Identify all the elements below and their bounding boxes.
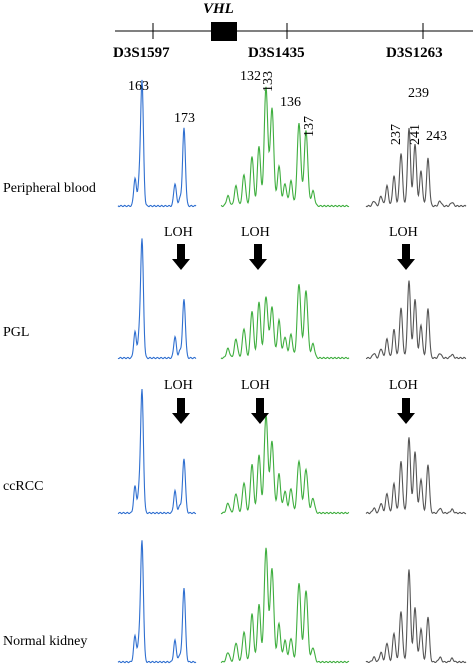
trace-ccrcc-d3s1435 — [220, 414, 350, 515]
peak-label-136: 136 — [280, 95, 301, 110]
marker-title-d3s1263: D3S1263 — [386, 45, 443, 61]
marker-title-d3s1435: D3S1435 — [248, 45, 305, 61]
loh-label-pgl-d3s1597: LOH — [164, 225, 193, 240]
loh-arrow-ccrcc-d3s1263 — [397, 398, 415, 424]
peak-label-241: 241 — [408, 124, 423, 145]
trace-peripheral-blood-d3s1435 — [220, 86, 350, 208]
trace-ccrcc-d3s1597 — [117, 388, 197, 515]
peak-label-137: 137 — [302, 116, 317, 137]
peak-label-163: 163 — [128, 79, 149, 94]
loh-arrow-ccrcc-d3s1435 — [251, 398, 269, 424]
trace-peripheral-blood-d3s1597 — [117, 79, 197, 208]
loh-arrow-pgl-d3s1435 — [249, 244, 267, 270]
trace-pgl-d3s1597 — [117, 238, 197, 360]
loh-arrow-pgl-d3s1597 — [172, 244, 190, 270]
loh-label-pgl-d3s1435: LOH — [241, 225, 270, 240]
trace-pgl-d3s1263 — [365, 280, 467, 360]
vhl-gene-box — [211, 22, 237, 41]
marker-title-d3s1597: D3S1597 — [113, 45, 170, 61]
trace-ccrcc-d3s1263 — [365, 437, 467, 515]
peak-label-173: 173 — [174, 111, 195, 126]
loh-label-ccrcc-d3s1597: LOH — [164, 378, 193, 393]
loh-label-ccrcc-d3s1435: LOH — [241, 378, 270, 393]
trace-peripheral-blood-d3s1263 — [365, 127, 467, 208]
peak-label-133: 133 — [261, 71, 276, 92]
row-label-pgl: PGL — [3, 325, 30, 340]
trace-normal-kidney-d3s1597 — [117, 540, 197, 664]
trace-pgl-d3s1435 — [220, 284, 350, 360]
row-label-ccrcc: ccRCC — [3, 479, 44, 494]
row-label-normal-kidney: Normal kidney — [3, 634, 88, 649]
loh-label-pgl-d3s1263: LOH — [389, 225, 418, 240]
gene-label-vhl: VHL — [203, 1, 234, 17]
loh-arrow-pgl-d3s1263 — [397, 244, 415, 270]
trace-normal-kidney-d3s1263 — [365, 569, 467, 664]
loh-arrow-ccrcc-d3s1597 — [172, 398, 190, 424]
peak-label-237: 237 — [389, 124, 404, 145]
row-label-peripheral-blood: Peripheral blood — [3, 181, 96, 196]
trace-normal-kidney-d3s1435 — [220, 547, 350, 664]
peak-label-132: 132 — [240, 69, 261, 84]
peak-label-239: 239 — [408, 86, 429, 101]
loh-label-ccrcc-d3s1263: LOH — [389, 378, 418, 393]
peak-label-243: 243 — [426, 129, 447, 144]
